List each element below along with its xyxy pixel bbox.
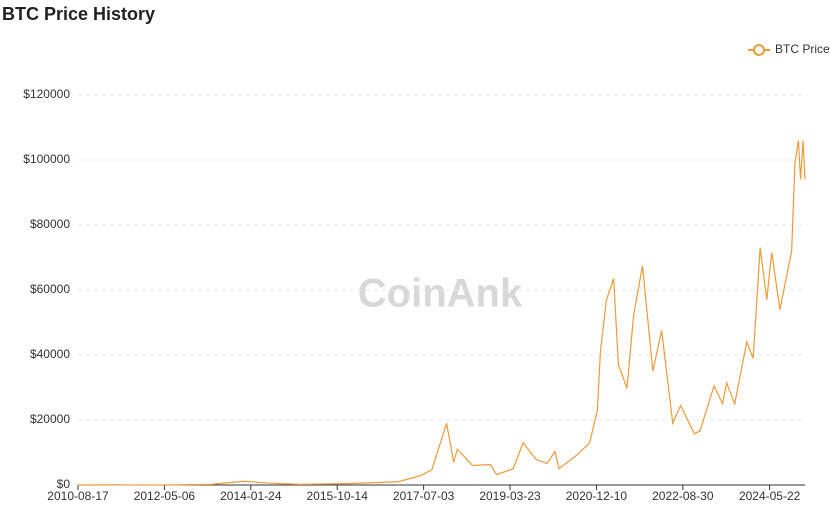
legend-marker: [753, 44, 765, 56]
x-tick-label: 2020-12-10: [566, 489, 628, 503]
y-tick-label: $100000: [23, 152, 70, 166]
y-tick-label: $20000: [30, 412, 70, 426]
x-tick-label: 2019-03-23: [479, 489, 541, 503]
x-tick-label: 2024-05-22: [739, 489, 801, 503]
x-tick-label: 2010-08-17: [47, 489, 109, 503]
y-tick-label: $80000: [30, 217, 70, 231]
x-tick-label: 2015-10-14: [307, 489, 369, 503]
y-tick-label: $120000: [23, 87, 70, 101]
watermark: CoinAnk: [358, 272, 523, 316]
chart-title: BTC Price History: [2, 4, 155, 24]
x-tick-label: 2014-01-24: [220, 489, 282, 503]
x-tick-label: 2012-05-06: [134, 489, 196, 503]
y-tick-label: $60000: [30, 282, 70, 296]
price-line: [77, 140, 806, 486]
legend-label: BTC Price: [775, 42, 830, 56]
x-tick-label: 2017-07-03: [393, 489, 455, 503]
x-tick-label: 2022-08-30: [652, 489, 714, 503]
y-tick-label: $0: [57, 477, 71, 491]
y-tick-label: $40000: [30, 347, 70, 361]
